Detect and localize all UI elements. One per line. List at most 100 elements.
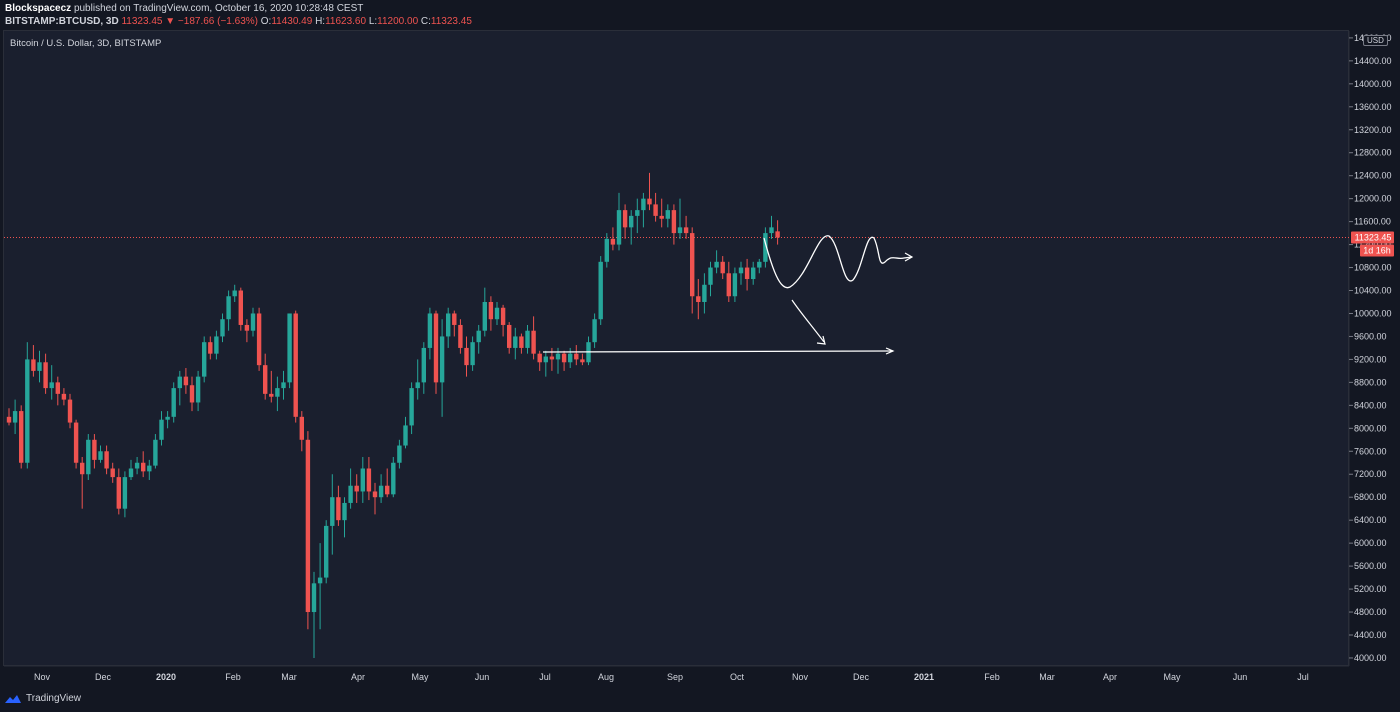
candle [183,368,189,394]
y-tick-label: 5200.00 [1354,584,1387,594]
candle [702,273,707,314]
candle-body [409,388,414,426]
candle [629,210,634,245]
candle-body [629,215,634,228]
candle-body [659,215,664,219]
candle-body [537,353,542,363]
y-tick-label: 7600.00 [1354,446,1387,456]
candle-body [549,356,555,360]
candle [336,485,341,526]
candle-body [378,485,384,498]
candle [659,198,664,228]
candle-body [415,382,420,389]
candle-body [195,376,201,403]
high-value: 11623.60 [325,16,367,27]
candle-body [751,267,756,280]
y-tick-label: 8800.00 [1354,377,1387,387]
candle [738,261,744,285]
candle [31,345,36,377]
candle [98,445,103,463]
candle [177,370,182,406]
candle [427,307,433,360]
candle [604,233,609,268]
candle-body [653,204,658,216]
low-label: L: [368,16,378,27]
candle [586,336,591,366]
x-tick-label: Dec [95,672,112,682]
candle [256,307,262,371]
candle-body [391,462,396,495]
candle-body [354,485,359,492]
candle [769,215,774,239]
last-price-tag: 11323.45 [1351,231,1394,244]
y-tick-label: 13600.00 [1354,102,1392,112]
x-tick-label: May [411,672,429,682]
x-tick-label: Feb [225,672,241,682]
candle-body [677,227,683,234]
publish-info: Blockspacecz published on TradingView.co… [5,3,363,14]
candle-body [494,307,500,320]
candle-body [86,439,91,475]
countdown-tag: 1d 16h [1360,244,1394,257]
candle [568,347,573,369]
candle [214,330,219,360]
tradingview-branding[interactable]: TradingView [4,693,81,704]
candle-body [744,267,750,280]
candle-body [238,290,243,325]
candle [311,571,317,658]
y-tick-label: 4400.00 [1354,630,1387,640]
candle-body [446,313,451,337]
price-change: −187.66 (−1.63%) [177,16,258,27]
candle [372,482,378,515]
candle-body [476,330,481,343]
candle [299,411,304,452]
currency-badge[interactable]: USD [1363,35,1388,46]
pane-title: Bitcoin / U.S. Dollar, 3D, BITSTAMP [10,38,162,49]
candle [622,204,628,239]
candle [281,370,286,400]
tradingview-logo-icon [5,694,21,703]
candle [397,439,402,469]
candle [275,376,280,412]
x-tick-label: Apr [351,672,365,682]
candle-body [641,198,646,211]
candle-body [622,210,628,228]
candle [37,350,42,383]
candle-body [19,411,24,463]
candle-body [604,238,609,262]
x-tick-label: Jul [539,672,551,682]
candle [677,198,683,239]
candle-body [43,362,48,389]
candle-body [244,324,250,331]
chart-pane[interactable] [3,30,1349,666]
candle [202,336,207,383]
candle-body [769,227,774,234]
candle [610,227,616,251]
candle-body [470,342,475,366]
candle-body [452,313,457,325]
y-tick-label: 14400.00 [1354,56,1392,66]
candle [531,316,536,360]
candle-body [671,210,677,234]
candle-body [92,439,97,460]
candle [147,459,152,480]
candle-body [324,525,329,578]
candle [641,192,646,228]
candle-body [232,290,237,297]
open-label: O: [260,16,272,27]
down-arrow-icon: ▼ [165,16,176,27]
candle [385,468,390,498]
y-tick-label: 10000.00 [1354,308,1392,318]
x-tick-label: Mar [1039,672,1055,682]
countdown-tag-bg [1360,244,1394,257]
close-label: C: [420,16,431,27]
x-tick-label: Oct [730,672,745,682]
candle-body [714,261,719,268]
candle-body [482,301,487,331]
author-name[interactable]: Blockspacecz [5,3,72,14]
candle [330,474,335,555]
candle [49,365,54,400]
candle-body [500,307,506,325]
candle-body [592,319,597,343]
